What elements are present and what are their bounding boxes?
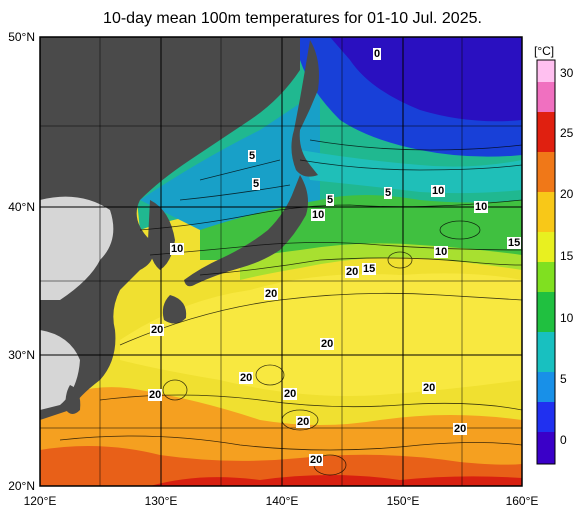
- honshu: [184, 175, 308, 287]
- contour-label: 10: [311, 209, 326, 221]
- contour-label: 15: [362, 263, 377, 275]
- colorbar-tick-5: 5: [560, 372, 567, 386]
- plot-frame: [39, 36, 523, 487]
- subtropical-yellow: [120, 273, 522, 396]
- contour-label: 15: [507, 237, 522, 249]
- taiwan: [65, 385, 81, 414]
- contour-label: 5: [326, 194, 335, 206]
- contour-label: 20: [296, 416, 311, 428]
- contour-label: 10: [431, 185, 446, 197]
- cyan-front: [300, 150, 522, 194]
- hot-band-red: [150, 475, 522, 486]
- lon-label-160e: 160°E: [505, 494, 539, 508]
- map-title: 10-day mean 100m temperatures for 01-10 …: [103, 10, 482, 27]
- colorbar-tick-25: 25: [560, 126, 574, 140]
- lon-label-150e: 150°E: [386, 494, 420, 508]
- lat-label-40n: 40°N: [8, 200, 35, 214]
- contour-label: 10: [474, 201, 489, 213]
- colorbar-tick-10: 10: [560, 311, 574, 325]
- contour-label: 20: [150, 324, 165, 336]
- kyushu: [162, 295, 187, 324]
- colorbar-tick-30: 30: [560, 66, 574, 80]
- lat-label-50n: 50°N: [8, 30, 35, 44]
- contour-label: 10: [170, 243, 185, 255]
- lat-label-20n: 20°N: [8, 479, 35, 493]
- contour-label: 10: [434, 246, 449, 258]
- contour-label: 20: [264, 288, 279, 300]
- contour-label: 20: [345, 266, 360, 278]
- contour-label: 5: [248, 150, 257, 162]
- contour-label: 5: [384, 187, 393, 199]
- contour-label: 20: [320, 338, 335, 350]
- lon-label-120e: 120°E: [23, 494, 57, 508]
- sakhalin-hokkaido: [291, 40, 319, 177]
- contour-label: 20: [422, 382, 437, 394]
- yellow-sea-masked: [40, 196, 114, 300]
- lon-label-140e: 140°E: [265, 494, 299, 508]
- lon-label-130e: 130°E: [144, 494, 178, 508]
- contour-label: 20: [148, 389, 163, 401]
- contour-label: 0: [373, 48, 382, 60]
- contour-label: 20: [453, 423, 468, 435]
- contour-label: 5: [252, 178, 261, 190]
- lat-lon-grid: [40, 37, 522, 486]
- colorbar-tick-0: 0: [560, 433, 567, 447]
- contour-label: 20: [239, 372, 254, 384]
- lat-label-30n: 30°N: [8, 348, 35, 362]
- asia-landmass: [40, 37, 300, 420]
- colorbar-tick-20: 20: [560, 187, 574, 201]
- colorbar-unit: [°C]: [534, 44, 555, 58]
- japan-sea-cool: [140, 90, 320, 230]
- contour-label: 20: [309, 454, 324, 466]
- isotherm-lines: [59, 139, 522, 476]
- colorbar-tick-15: 15: [560, 249, 574, 263]
- contour-label: 20: [283, 388, 298, 400]
- colorbar: [536, 59, 556, 465]
